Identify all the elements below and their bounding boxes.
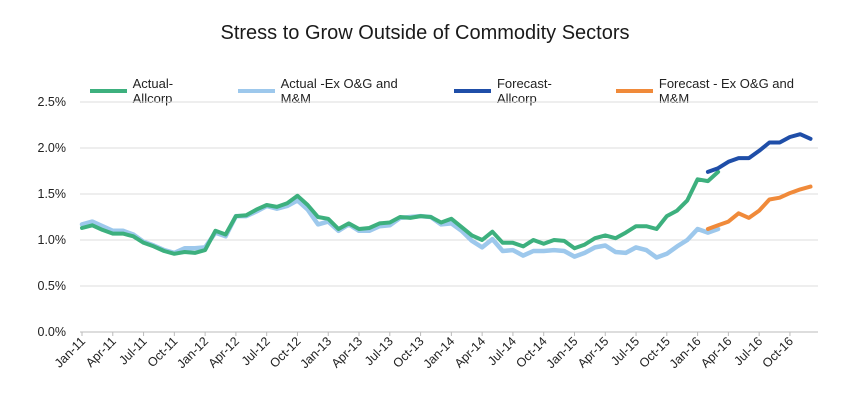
x-tick-label: Oct-15	[637, 334, 673, 370]
x-tick-label: Apr-15	[575, 334, 611, 370]
x-tick-label: Jul-15	[608, 334, 642, 368]
x-tick-label: Oct-16	[760, 334, 796, 370]
series-line-actual-ex-o-g-and-m-m	[79, 198, 721, 260]
x-tick-label: Apr-11	[83, 334, 119, 370]
legend-swatch	[237, 89, 275, 93]
y-tick-label: 0.0%	[38, 325, 67, 339]
x-tick-label: Oct-12	[267, 334, 303, 370]
chart-title: Stress to Grow Outside of Commodity Sect…	[220, 22, 630, 44]
y-tick-label: 1.0%	[38, 233, 67, 247]
x-tick-label: Apr-13	[329, 334, 365, 370]
y-tick-label: 1.5%	[38, 187, 67, 201]
x-tick-label: Jan-15	[544, 334, 581, 371]
y-tick-label: 2.0%	[38, 141, 67, 155]
x-tick-label: Jan-11	[52, 334, 88, 370]
x-tick-label: Oct-14	[513, 334, 549, 370]
legend-swatch	[90, 89, 127, 93]
y-tick-label: 2.5%	[38, 95, 67, 109]
x-tick-label: Apr-12	[206, 334, 242, 370]
x-tick-label: Jan-13	[297, 334, 334, 371]
series-line-forecast-ex-o-g-and-m-m	[705, 184, 813, 231]
x-tick-label: Oct-11	[145, 334, 181, 370]
x-tick-label: Jan-12	[174, 334, 211, 371]
x-tick-label: Apr-16	[698, 334, 734, 370]
legend-swatch	[454, 89, 491, 93]
x-tick-label: Oct-13	[390, 334, 426, 370]
legend-swatch	[616, 89, 653, 93]
x-tick-label: Jan-14	[421, 334, 458, 371]
x-tick-label: Jul-16	[731, 334, 765, 368]
x-tick-label: Jul-11	[116, 334, 149, 367]
x-tick-label: Jul-13	[362, 334, 396, 368]
x-tick-label: Apr-14	[452, 334, 488, 370]
y-tick-label: 0.5%	[38, 279, 67, 293]
x-tick-label: Jan-16	[667, 334, 704, 371]
x-tick-label: Jul-12	[239, 334, 273, 368]
x-tick-label: Jul-14	[485, 334, 519, 368]
series-line-forecast-allcorp	[705, 132, 813, 174]
series-line-actual-allcorp	[80, 169, 721, 256]
